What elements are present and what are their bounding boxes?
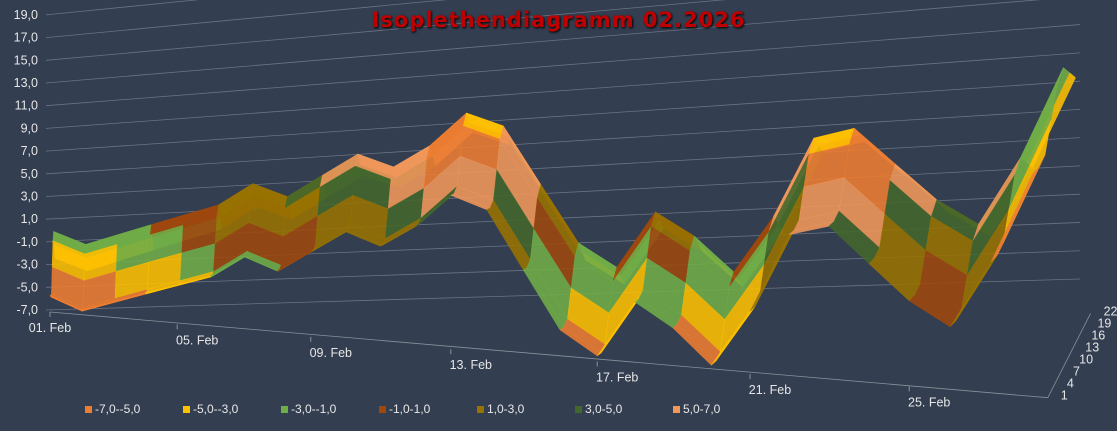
z-tick-label: 11,0 [15,99,38,113]
z-tick-label: 7,0 [21,144,38,158]
x-tick-label: 09. Feb [310,346,352,360]
z-tick-label: -7,0 [16,303,38,317]
legend-swatch [575,405,582,413]
legend-swatch [85,405,92,413]
surface-patch [1008,85,1058,210]
legend-item: -5,0--3,0 [183,402,271,416]
x-tick-label: 13. Feb [450,358,492,372]
legend-label: -3,0--1,0 [291,402,337,416]
legend-swatch [477,405,484,413]
legend-label: 1,0-3,0 [487,402,525,416]
chart-title: Isoplethendiagramm 02.2026 [371,8,746,32]
surface-patch [991,166,1040,262]
depth-tick-label: 1 [1061,389,1068,403]
z-tick-label: 13,0 [14,76,38,90]
depth-tick-label: 22 [1104,304,1117,318]
legend: -7,0--5,0 -5,0--3,0 -3,0--1,0 -1,0-1,0 1,0-3… [85,402,771,416]
legend-item: 5,0-7,0 [673,402,761,416]
x-tick-label: 21. Feb [749,383,791,397]
gridline [45,52,1081,129]
floor-front-edge [49,311,1048,399]
z-tick-label: -3,0 [16,258,38,272]
z-tick-label: 17,0 [14,31,38,45]
z-tick-label: -1,0 [16,235,38,249]
legend-label: 3,0-5,0 [585,402,623,416]
depth-tick-label: 13 [1085,340,1099,354]
x-tick-label: 17. Feb [596,371,638,385]
legend-label: -1,0-1,0 [389,402,431,416]
depth-tick-label: 4 [1067,377,1074,391]
legend-item: -7,0--5,0 [85,402,173,416]
gridline [45,0,727,61]
depth-tick-label: 19 [1097,316,1111,330]
floor-right-edge [1047,313,1091,398]
gridline [45,137,1081,197]
legend-swatch [183,405,190,413]
depth-tick-label: 7 [1073,365,1080,379]
depth-tick-label: 10 [1079,353,1093,367]
z-tick-label: 5,0 [21,167,38,181]
legend-label: -5,0--3,0 [193,402,239,416]
legend-item: 3,0-5,0 [575,402,663,416]
gridline [45,80,1081,152]
legend-item: 1,0-3,0 [477,402,565,416]
legend-swatch [281,405,288,413]
z-tick-label: 1,0 [21,212,38,226]
z-tick-label: -5,0 [16,280,38,294]
legend-swatch [673,405,680,413]
x-tick-label: 05. Feb [176,333,218,347]
x-tick-label: 01. Feb [29,321,71,335]
legend-label: 5,0-7,0 [683,402,721,416]
gridline [45,24,1081,107]
z-tick-label: 19,0 [14,8,38,22]
z-tick-label: 9,0 [21,121,38,135]
legend-swatch [379,405,386,413]
gridline [45,0,1041,84]
legend-item: -1,0-1,0 [379,402,467,416]
gridline [45,0,448,38]
z-tick-label: 3,0 [21,190,38,204]
z-tick-label: 15,0 [14,53,38,67]
legend-label: -7,0--5,0 [95,402,141,416]
depth-tick-label: 16 [1091,328,1105,342]
x-tick-label: 25. Feb [908,395,950,409]
gridline [45,108,1081,175]
legend-item: -3,0--1,0 [281,402,369,416]
